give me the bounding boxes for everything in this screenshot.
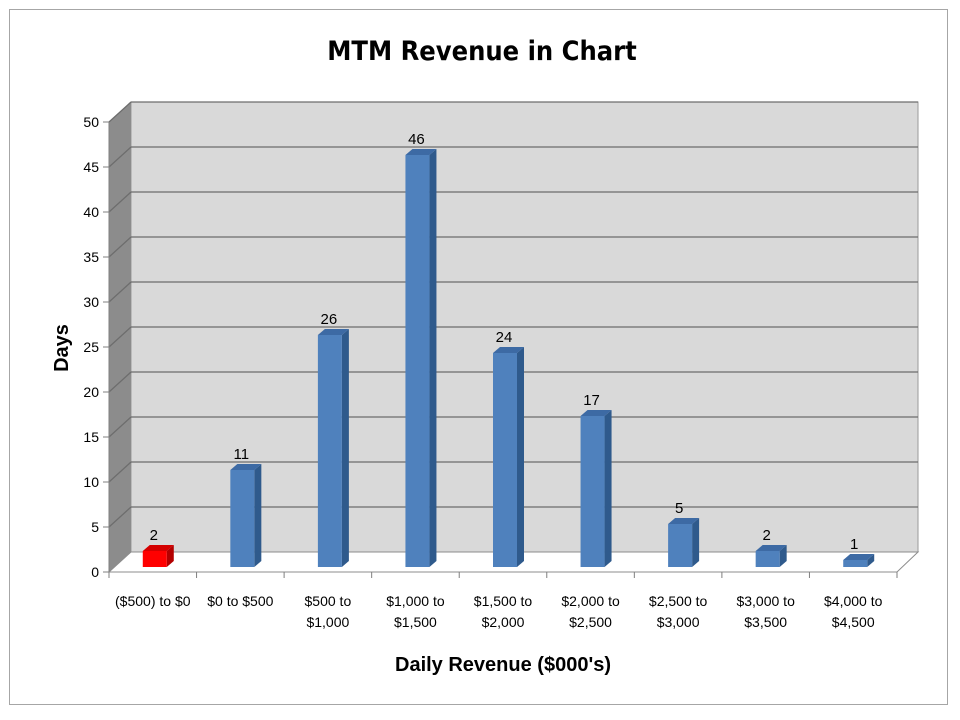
bar-side [692,518,700,567]
x-tick-label: $4,000 to [824,593,883,609]
chart-frame: MTM Revenue in Chart 0 5 10 15 20 25 30 35 40 45 50… [9,9,948,705]
bar-front [230,470,255,567]
x-tick-label: $3,500 [744,614,787,630]
bar [668,518,700,567]
x-tick-label: $0 to $500 [207,593,273,609]
x-tick-label: ($500) to $0 [115,593,191,609]
y-tick-label: 20 [83,384,99,400]
x-tick-label: $2,500 [569,614,612,630]
y-tick-label: 45 [83,159,99,175]
y-axis-title: Days [51,324,73,372]
data-label: 1 [850,536,858,553]
gridline-side [108,146,132,168]
bar-side [254,464,262,567]
y-tick-label: 40 [83,204,99,220]
bar-front [755,551,780,567]
bar-side [429,149,437,567]
bar-front [668,524,693,567]
data-label: 2 [150,527,158,544]
bar-side [604,410,612,567]
bar-top [405,149,437,155]
x-tick-label: $1,000 to [386,593,445,609]
data-label: 26 [321,311,338,328]
gridline-side [108,326,132,348]
y-tick-label: 30 [83,294,99,310]
bar [317,329,349,567]
bar [142,545,174,567]
data-label: 17 [583,392,600,409]
gridline-side [108,461,132,483]
x-tick-label: $4,500 [832,614,875,630]
bar-front [142,551,167,567]
x-tick-label: $1,500 [394,614,437,630]
gridline-side [108,416,132,438]
bar-side [166,545,174,567]
x-axis-title: Daily Revenue ($000's) [395,654,611,676]
bar [230,464,262,567]
data-label: 2 [762,527,770,544]
data-label: 5 [675,500,683,517]
data-label: 46 [408,131,425,148]
bar-front [317,335,342,567]
bar-top [230,464,262,470]
bar [580,410,612,567]
x-tick-label: $1,000 [306,614,349,630]
x-tick-label: $1,500 to [474,593,533,609]
x-tick-label: $2,000 to [561,593,620,609]
bar-top [317,329,349,335]
bar-side [517,347,524,567]
data-label: 24 [496,329,513,346]
y-tick-label: 10 [83,474,99,490]
gridline-side [108,236,132,258]
bar-side [341,329,349,567]
bar [493,347,524,567]
bar [843,554,875,567]
bar-top [493,347,524,353]
bar-side [867,554,875,567]
x-tick-label: $500 to [305,593,352,609]
gridline-side [108,281,132,303]
chart-canvas: MTM Revenue in Chart05101520253035404550… [51,36,920,676]
y-tick-label: 35 [83,249,99,265]
gridline-side [108,101,132,123]
y-tick-label: 0 [91,564,99,580]
bar-front [843,560,868,567]
bar-front [493,353,517,567]
x-tick-label: $3,000 [657,614,700,630]
chart-title: MTM Revenue in Chart [327,36,637,67]
x-tick-label: $2,000 [482,614,525,630]
y-tick-label: 15 [83,429,99,445]
bar-front [405,155,430,567]
x-tick-label: $3,000 to [736,593,795,609]
bar-top [142,545,174,551]
bar-top [843,554,875,560]
bar [405,149,437,567]
bar-top [668,518,700,524]
bar-side [779,545,787,567]
data-label: 11 [234,446,250,463]
x-tick-label: $2,500 to [649,593,708,609]
gridline-side [108,191,132,213]
bar [755,545,787,567]
bar-front [580,416,605,567]
bar-top [755,545,787,551]
gridline-side [108,371,132,393]
y-tick-label: 25 [83,339,99,355]
gridline-side [108,506,132,528]
y-tick-label: 5 [91,519,99,535]
bar-top [580,410,612,416]
y-tick-label: 50 [83,114,99,130]
